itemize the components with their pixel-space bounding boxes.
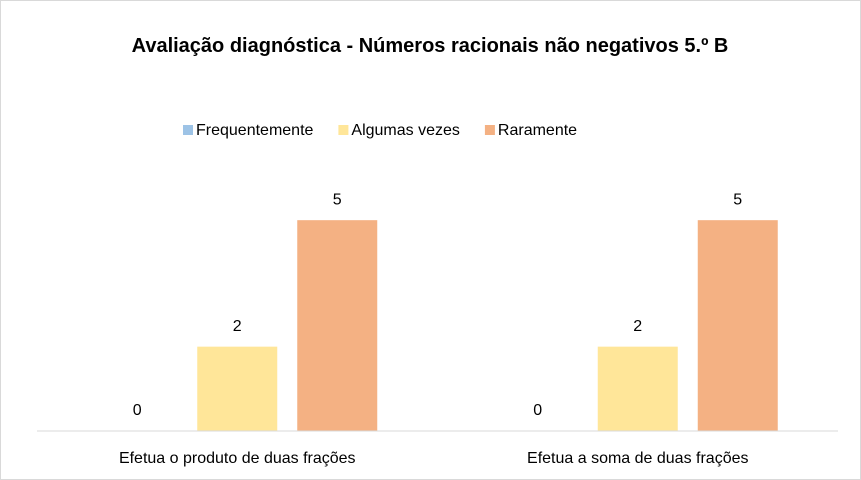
data-label: 5 bbox=[333, 191, 342, 208]
legend-swatch bbox=[183, 125, 193, 135]
data-label: 2 bbox=[633, 318, 642, 335]
x-tick-label: Efetua o produto de duas frações bbox=[119, 450, 356, 467]
bar bbox=[297, 220, 378, 431]
bar bbox=[597, 346, 678, 431]
chart-title: Avaliação diagnóstica - Números racionai… bbox=[131, 35, 729, 57]
legend-label: Raramente bbox=[498, 122, 577, 139]
bar bbox=[697, 220, 778, 431]
data-label: 0 bbox=[133, 402, 142, 419]
legend-label: Frequentemente bbox=[196, 122, 314, 139]
bar bbox=[197, 346, 278, 431]
legend-swatch bbox=[338, 125, 349, 135]
legend-label: Algumas vezes bbox=[351, 122, 460, 139]
data-label: 5 bbox=[733, 191, 742, 208]
data-label: 0 bbox=[533, 402, 542, 419]
data-label: 2 bbox=[233, 318, 242, 335]
x-tick-label: Efetua a soma de duas frações bbox=[527, 450, 748, 467]
legend-swatch bbox=[484, 125, 495, 135]
